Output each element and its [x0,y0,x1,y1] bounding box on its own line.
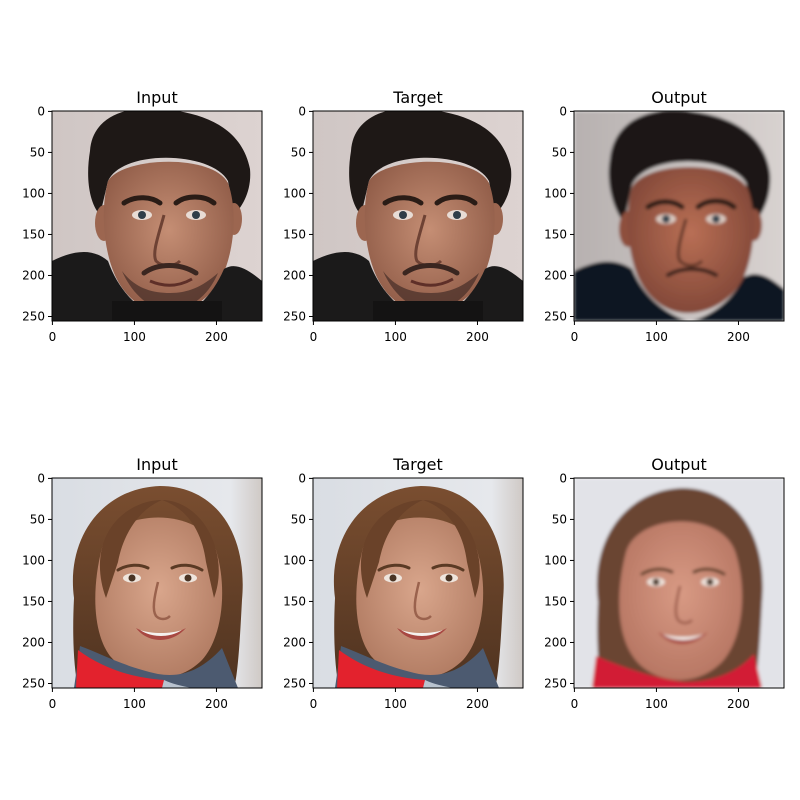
panel-row2-output: Output [573,455,785,689]
x-tick-label: 200 [727,697,750,711]
face-image-man-output [574,111,784,321]
y-tick-label: 200 [22,268,45,282]
y-tick-label: 200 [283,268,306,282]
y-tick-label: 100 [22,186,45,200]
y-tick-label: 50 [30,145,45,159]
panel-row2-input: Input [51,455,263,689]
x-tick-label: 200 [727,330,750,344]
y-tick-label: 150 [22,227,45,241]
y-tick-label: 200 [544,268,567,282]
x-tick-label: 200 [205,697,228,711]
face-image-man-input [52,108,262,321]
y-tick-label: 100 [283,553,306,567]
y-tick-label: 100 [544,186,567,200]
panel-title: Input [136,455,177,474]
x-tick-label: 0 [49,330,57,344]
x-tick-label: 100 [645,330,668,344]
y-tick-label: 50 [291,145,306,159]
y-tick-label: 150 [544,227,567,241]
x-tick-label: 0 [571,697,579,711]
x-tick-label: 100 [123,697,146,711]
x-tick-label: 0 [310,330,318,344]
y-tick-label: 0 [559,104,567,118]
y-tick-label: 250 [22,309,45,323]
panel-title: Output [651,88,707,107]
y-tick-label: 0 [298,104,306,118]
panel-title: Output [651,455,707,474]
y-tick-label: 150 [283,594,306,608]
y-tick-label: 200 [544,635,567,649]
y-tick-label: 0 [37,471,45,485]
y-tick-label: 50 [552,512,567,526]
x-tick-label: 100 [645,697,668,711]
y-tick-label: 100 [283,186,306,200]
face-image-man-target [313,108,523,321]
face-image-woman-output [574,478,784,688]
y-tick-label: 50 [30,512,45,526]
x-tick-label: 200 [205,330,228,344]
x-tick-label: 200 [466,697,489,711]
y-tick-label: 50 [291,512,306,526]
y-tick-label: 200 [22,635,45,649]
y-tick-label: 50 [552,145,567,159]
axis-ticks: 0 100 200 0 50 100 150 200 250 0 100 200 0 50 100 150 20… [22,104,750,711]
panel-row1-target: Target [312,88,524,322]
x-tick-label: 100 [384,697,407,711]
y-tick-label: 0 [298,471,306,485]
panel-title: Target [392,455,443,474]
y-tick-label: 100 [544,553,567,567]
y-tick-label: 250 [544,309,567,323]
y-tick-label: 150 [283,227,306,241]
y-tick-label: 0 [559,471,567,485]
x-tick-label: 0 [571,330,579,344]
y-tick-label: 250 [283,309,306,323]
y-tick-label: 250 [22,676,45,690]
y-tick-label: 0 [37,104,45,118]
y-tick-label: 250 [283,676,306,690]
panel-title: Target [392,88,443,107]
y-tick-label: 150 [22,594,45,608]
x-tick-label: 100 [384,330,407,344]
y-tick-label: 150 [544,594,567,608]
x-tick-label: 100 [123,330,146,344]
face-image-woman-input [52,478,262,688]
y-tick-label: 100 [22,553,45,567]
panel-row2-target: Target [312,455,524,689]
panel-title: Input [136,88,177,107]
panel-row1-output: Output [573,88,785,322]
y-tick-label: 250 [544,676,567,690]
x-tick-label: 0 [49,697,57,711]
face-image-woman-target [313,478,523,688]
y-tick-label: 200 [283,635,306,649]
panel-row1-input: Input [51,88,263,322]
x-tick-label: 200 [466,330,489,344]
x-tick-label: 0 [310,697,318,711]
